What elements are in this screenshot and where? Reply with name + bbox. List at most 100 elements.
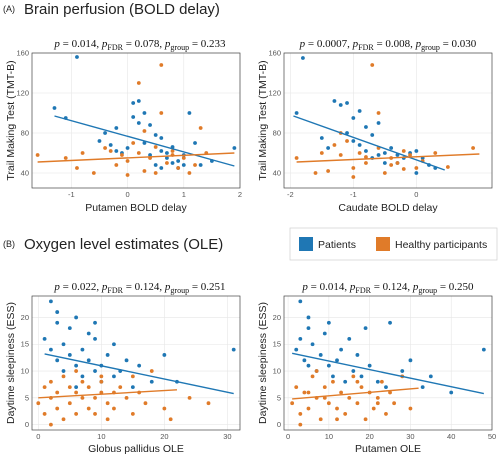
data-point bbox=[198, 163, 203, 167]
data-point bbox=[357, 109, 362, 113]
data-point bbox=[142, 129, 147, 133]
data-point bbox=[290, 401, 295, 406]
data-point bbox=[375, 395, 380, 400]
trend-line-healthy bbox=[37, 152, 235, 163]
series-healthy bbox=[36, 369, 211, 427]
data-point bbox=[97, 139, 102, 143]
legend: Patients Healthy participants bbox=[289, 227, 498, 261]
data-point bbox=[363, 326, 368, 331]
data-point bbox=[136, 99, 141, 103]
data-point bbox=[168, 417, 173, 422]
data-point bbox=[481, 347, 486, 352]
trend-line-healthy bbox=[292, 387, 419, 400]
data-point bbox=[93, 320, 97, 325]
data-point bbox=[326, 363, 331, 368]
data-point bbox=[181, 156, 186, 160]
data-point bbox=[137, 363, 142, 368]
data-point bbox=[159, 63, 164, 67]
data-point bbox=[103, 146, 107, 150]
data-point bbox=[351, 369, 356, 373]
data-point bbox=[108, 149, 113, 153]
legend-label-healthy: Healthy participants bbox=[395, 239, 487, 251]
data-point bbox=[313, 171, 318, 175]
data-point bbox=[343, 412, 348, 416]
data-point bbox=[42, 412, 47, 416]
data-point bbox=[338, 103, 343, 107]
data-point bbox=[335, 406, 339, 411]
data-point bbox=[93, 412, 97, 416]
data-point bbox=[162, 406, 167, 411]
data-point bbox=[142, 169, 147, 173]
data-point bbox=[125, 146, 130, 150]
data-point bbox=[131, 101, 136, 105]
x-tick-label: 50 bbox=[488, 432, 496, 441]
data-point bbox=[74, 369, 79, 373]
data-point bbox=[414, 149, 419, 153]
data-point bbox=[335, 358, 339, 363]
data-point bbox=[355, 401, 360, 406]
data-point bbox=[125, 159, 130, 163]
data-point bbox=[332, 143, 337, 147]
data-point bbox=[130, 374, 135, 379]
data-point bbox=[103, 131, 107, 135]
data-point bbox=[357, 151, 362, 155]
trend-line-patients bbox=[293, 115, 445, 171]
series-patients bbox=[52, 55, 237, 170]
data-point bbox=[231, 347, 236, 352]
data-point bbox=[159, 136, 164, 140]
data-point bbox=[357, 143, 362, 147]
data-point bbox=[165, 161, 169, 165]
y-tick-label: 80 bbox=[21, 129, 29, 138]
data-point bbox=[114, 163, 119, 167]
data-point bbox=[302, 358, 307, 363]
data-point bbox=[395, 161, 400, 165]
data-point bbox=[125, 173, 130, 177]
data-point bbox=[165, 151, 169, 155]
data-point bbox=[105, 417, 110, 422]
trend-line-patients bbox=[54, 115, 235, 167]
data-point bbox=[364, 161, 368, 165]
data-point bbox=[301, 56, 305, 60]
data-point bbox=[408, 358, 413, 363]
data-point bbox=[120, 153, 124, 157]
data-point bbox=[61, 342, 66, 347]
legend-box bbox=[289, 227, 498, 261]
data-point bbox=[80, 347, 85, 352]
y-tick-label: 10 bbox=[273, 367, 281, 376]
data-point bbox=[302, 390, 307, 395]
data-point bbox=[401, 149, 406, 153]
data-point bbox=[67, 385, 72, 390]
data-point bbox=[67, 401, 72, 406]
data-point bbox=[420, 385, 425, 390]
x-axis-title: Putamen OLE bbox=[355, 443, 421, 455]
data-point bbox=[124, 395, 129, 400]
data-point bbox=[193, 141, 197, 145]
y-axis-title: Trail Making Test (TMT-B) bbox=[5, 60, 17, 180]
data-point bbox=[61, 369, 66, 373]
data-point bbox=[74, 412, 79, 416]
trend-line-patients bbox=[44, 353, 234, 395]
data-point bbox=[433, 151, 438, 155]
data-point bbox=[148, 123, 152, 127]
data-point bbox=[388, 320, 392, 325]
data-point bbox=[379, 379, 384, 384]
data-point bbox=[80, 151, 85, 155]
data-point bbox=[389, 146, 394, 150]
data-point bbox=[331, 374, 335, 379]
x-tick-label: -1 bbox=[68, 190, 75, 199]
panel-caudate-bold: p = 0.0007, pFDR = 0.008, pgroup = 0.030… bbox=[257, 38, 493, 214]
data-point bbox=[359, 374, 364, 379]
data-point bbox=[42, 336, 47, 341]
data-point bbox=[232, 146, 237, 150]
data-point bbox=[351, 116, 356, 120]
data-point bbox=[364, 155, 368, 159]
data-point bbox=[298, 336, 303, 341]
panel-globus-pallidus-ole: p = 0.022, pFDR = 0.124, pgroup = 0.251 0… bbox=[5, 281, 241, 455]
data-point bbox=[74, 385, 79, 390]
x-tick-label: 20 bbox=[160, 432, 168, 441]
data-point bbox=[392, 401, 397, 406]
data-point bbox=[351, 166, 356, 170]
data-point bbox=[376, 111, 381, 115]
data-point bbox=[193, 163, 197, 167]
data-point bbox=[382, 171, 387, 175]
